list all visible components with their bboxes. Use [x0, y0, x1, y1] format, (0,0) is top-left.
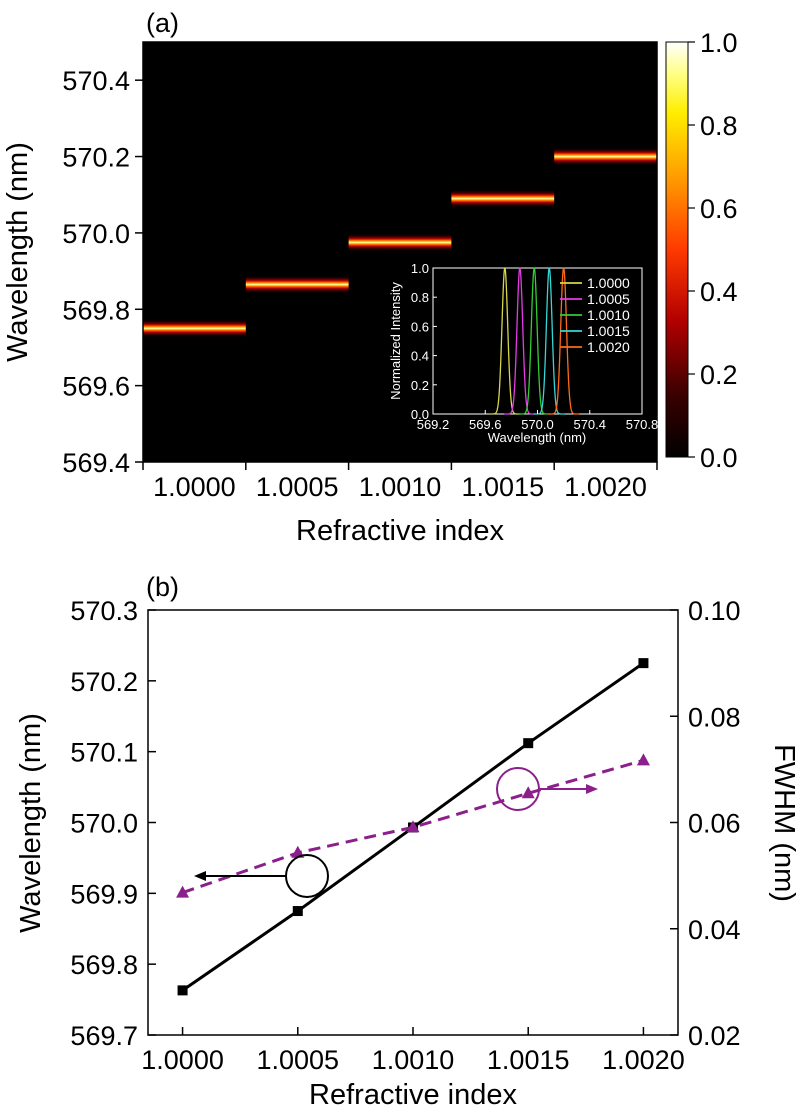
- line-plot-axes: 1.0000 1.0005 1.0010 1.0015 1.0020 569.7 569.8…: [70, 596, 740, 1075]
- inset-x-axis-title: Wavelength (nm): [488, 430, 587, 445]
- heatmap-bands: [143, 148, 657, 337]
- heatmap-band: [245, 276, 349, 293]
- colorbar-tick-label: 0.2: [700, 360, 738, 390]
- x-tick-label: 1.0010: [372, 1045, 455, 1075]
- inset-y-tick-label: 1.0: [411, 261, 429, 276]
- panel-b-label: (b): [146, 572, 179, 602]
- colorbar-tick-label: 0.4: [700, 277, 738, 307]
- colorbar-tick-label: 0.6: [700, 194, 738, 224]
- line-plot-x-axis-title: Refractive index: [309, 1079, 517, 1111]
- right-axis-arrow-head: [586, 784, 598, 794]
- x-tick-label: 1.0005: [256, 472, 339, 502]
- wavelength-data-point: [638, 658, 649, 669]
- wavelength-data-point: [177, 985, 188, 996]
- right-y-tick-label: 0.08: [688, 702, 741, 732]
- line-plot-series: [176, 658, 650, 996]
- x-tick-label: 1.0015: [462, 472, 545, 502]
- heatmap-band: [554, 148, 657, 165]
- left-y-tick-label: 570.2: [70, 667, 138, 697]
- heatmap-frame: [142, 41, 658, 463]
- colorbar: [665, 41, 689, 458]
- left-y-tick-label: 570.3: [70, 596, 138, 626]
- inset-x-tick-label: 570.4: [573, 417, 606, 432]
- inset-x-tick-label: 570.0: [521, 417, 554, 432]
- inset-spectrum-line: [518, 267, 550, 415]
- y-tick-label: 569.8: [62, 295, 130, 325]
- line-plot-left-y-axis-title: Wavelength (nm): [15, 713, 47, 933]
- panel-a: (a) 1.0000 1.0005 1.0010 1.0015 1.0020569.45…: [2, 8, 738, 547]
- x-tick-label: 1.0010: [359, 472, 442, 502]
- right-y-tick-label: 0.02: [688, 1021, 741, 1051]
- left-y-tick-label: 569.9: [70, 879, 138, 909]
- heatmap-x-axis-title: Refractive index: [296, 515, 504, 547]
- left-y-tick-label: 569.8: [70, 950, 138, 980]
- inset-x-tick-label: 569.2: [417, 417, 450, 432]
- right-y-tick-label: 0.06: [688, 809, 741, 839]
- inset-y-tick-label: 0.6: [411, 319, 429, 334]
- right-y-tick-label: 0.04: [688, 915, 741, 945]
- y-tick-label: 570.0: [62, 219, 130, 249]
- inset-legend-label: 1.0010: [587, 307, 630, 323]
- heatmap-y-axis-title: Wavelength (nm): [2, 142, 34, 362]
- colorbar-tick-label: 0.8: [700, 111, 738, 141]
- left-y-tick-label: 570.1: [70, 738, 138, 768]
- x-tick-label: 1.0000: [153, 472, 236, 502]
- right-y-tick-label: 0.10: [688, 596, 741, 626]
- x-tick-label: 1.0005: [256, 1045, 339, 1075]
- x-tick-label: 1.0020: [602, 1045, 685, 1075]
- line-plot-right-y-axis-title: FWHM (nm): [768, 744, 800, 902]
- colorbar-tick-label: 1.0: [700, 28, 738, 58]
- inset-legend-label: 1.0000: [587, 275, 630, 291]
- inset-y-tick-label: 0.0: [411, 407, 429, 422]
- y-tick-label: 570.2: [62, 143, 130, 173]
- left-y-tick-label: 569.7: [70, 1021, 138, 1051]
- x-tick-label: 1.0020: [564, 472, 647, 502]
- inset-chart: 569.2 569.6 570.0 570.4 570.8 0.0 0.2 0.4 0.6 0.8…: [388, 261, 658, 445]
- fwhm-data-point: [176, 885, 190, 898]
- fwhm-data-point: [291, 845, 305, 858]
- y-tick-label: 569.4: [62, 448, 130, 478]
- heatmap-band: [143, 319, 246, 337]
- inset-legend-label: 1.0005: [587, 291, 630, 307]
- inset-axes: 569.2 569.6 570.0 570.4 570.8 0.0 0.2 0.4 0.6 0.8…: [411, 261, 658, 432]
- inset-legend-label: 1.0020: [587, 339, 630, 355]
- inset-spectrum-line: [504, 267, 536, 415]
- inset-spectrum-line: [489, 267, 521, 415]
- inset-y-tick-label: 0.4: [411, 349, 429, 364]
- inset-curves: [489, 267, 580, 415]
- panel-b: (b) 1.0000 1.0005 1.0010 1.0015 1.0020 569.7 5…: [15, 572, 800, 1111]
- series-axis-annotations: [194, 767, 598, 898]
- y-tick-label: 570.4: [62, 66, 130, 96]
- fwhm-data-point: [521, 786, 535, 799]
- left-axis-arrow-head: [194, 871, 206, 881]
- heatmap-band: [348, 234, 452, 251]
- panel-a-label: (a): [146, 8, 179, 38]
- heatmap-band: [451, 190, 555, 207]
- inset-y-tick-label: 0.8: [411, 290, 429, 305]
- inset-spectrum-line: [533, 267, 565, 415]
- fwhm-data-point: [636, 753, 650, 766]
- colorbar-tick-label: 0.0: [700, 443, 738, 473]
- fwhm-data-point: [406, 820, 420, 833]
- wavelength-data-point: [523, 738, 534, 749]
- inset-legend-label: 1.0015: [587, 323, 630, 339]
- inset-spectrum-line: [547, 267, 580, 415]
- inset-x-tick-label: 570.8: [626, 417, 659, 432]
- heatmap-axes: 1.0000 1.0005 1.0010 1.0015 1.0020569.4569.6…: [62, 66, 658, 502]
- x-tick-label: 1.0000: [141, 1045, 224, 1075]
- inset-y-axis-title: Normalized Intensity: [388, 282, 403, 400]
- x-tick-label: 1.0015: [487, 1045, 570, 1075]
- left-y-tick-label: 570.0: [70, 809, 138, 839]
- y-tick-label: 569.6: [62, 372, 130, 402]
- colorbar-ticks: 0.0 0.2 0.4 0.6 0.8 1.0: [688, 28, 738, 473]
- inset-x-tick-label: 569.6: [469, 417, 502, 432]
- wavelength-data-point: [292, 906, 303, 917]
- inset-y-tick-label: 0.2: [411, 378, 429, 393]
